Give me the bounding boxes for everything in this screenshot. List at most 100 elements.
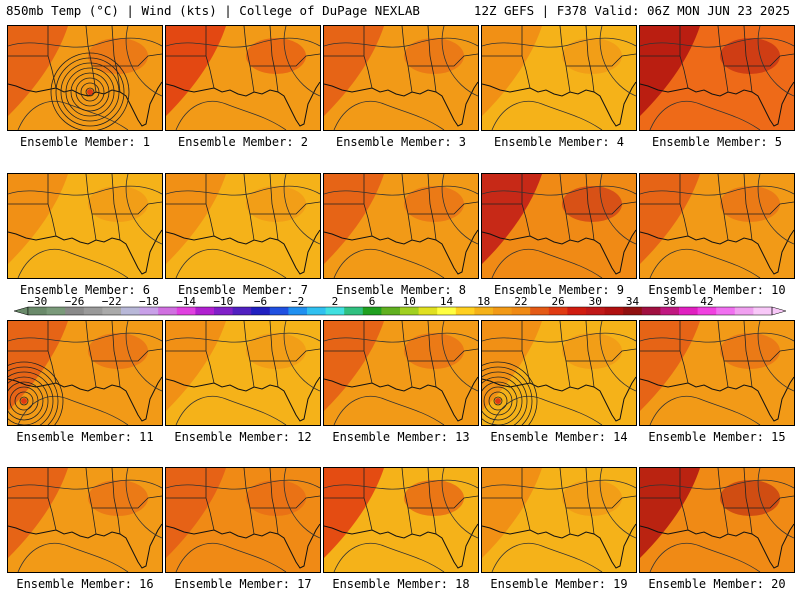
- state-border: [363, 174, 373, 237]
- state-border: [401, 321, 413, 388]
- state-border: [566, 495, 636, 509]
- isobar-contour: [125, 468, 162, 539]
- isobar-contour: [649, 395, 761, 425]
- state-border: [401, 174, 413, 241]
- isobar-contour: [441, 321, 478, 392]
- colorbar-outline: [27, 306, 773, 316]
- colorbar-segment: [641, 307, 661, 315]
- warm-patch: [88, 186, 148, 222]
- state-border: [717, 174, 729, 241]
- isobar-contour: [757, 26, 794, 97]
- warm-anomaly: [166, 321, 226, 411]
- temperature-map-2: [166, 26, 320, 130]
- colorbar-segment: [28, 307, 48, 315]
- isobar-contour: [599, 174, 636, 245]
- colorbar-min-arrow: [13, 306, 29, 316]
- ensemble-member-label: Ensemble Member: 5: [651, 135, 783, 149]
- ensemble-member-label: Ensemble Member: 4: [493, 135, 625, 149]
- isobar-contour: [757, 468, 794, 539]
- colorbar-tick-label: −30: [27, 296, 47, 308]
- warm-patch: [562, 333, 622, 369]
- state-border: [401, 468, 413, 535]
- isobar-contour: [441, 26, 478, 97]
- temperature-map-1: [8, 26, 162, 130]
- colorbar-segment: [46, 307, 66, 315]
- colorbar-tick-label: 6: [369, 296, 376, 308]
- cyclone-contour: [14, 391, 34, 411]
- state-border: [250, 495, 320, 509]
- warm-patch: [404, 480, 464, 516]
- colorbar-segment: [493, 307, 513, 315]
- isobar-contour: [324, 185, 478, 196]
- colorbar-tick-label: 18: [477, 296, 490, 308]
- colorbar-segment: [679, 307, 699, 315]
- colorbar-segment: [83, 307, 103, 315]
- map-title: 850mb Temp (°C) | Wind (kts) | College o…: [6, 3, 420, 18]
- isobar-contour: [599, 321, 636, 392]
- state-border: [408, 53, 478, 67]
- cyclone-contour: [493, 396, 503, 406]
- colorbar-segment: [158, 307, 178, 315]
- colorbar-segment: [697, 307, 717, 315]
- state-border: [85, 174, 97, 241]
- state-border: [363, 468, 373, 531]
- colorbar-segment: [362, 307, 382, 315]
- ensemble-member-label: Ensemble Member: 18: [332, 577, 470, 591]
- isobar-contour: [649, 100, 761, 130]
- colorbar-tick-label: 34: [626, 296, 640, 308]
- state-border: [679, 26, 689, 89]
- state-border: [408, 348, 478, 362]
- warm-patch: [720, 480, 780, 516]
- colorbar-segment: [139, 307, 159, 315]
- colorbar-segment: [474, 307, 494, 315]
- state-border: [85, 321, 97, 388]
- ensemble-member-label: Ensemble Member: 8: [335, 283, 467, 297]
- state-border: [243, 174, 255, 241]
- state-border: [566, 348, 636, 362]
- coastline: [8, 229, 162, 275]
- isobar-contour: [175, 542, 287, 572]
- temperature-colorbar: −30 −26 −22 −18 −14 −10 −6 −2 2 6 10 14 18 22 26 30 34 38…: [13, 296, 787, 316]
- warm-patch: [404, 38, 464, 74]
- isobar-contour: [640, 37, 794, 48]
- ensemble-map-16: [7, 467, 163, 573]
- ensemble-map-18: [323, 467, 479, 573]
- warm-anomaly: [8, 26, 68, 116]
- colorbar-tick-label: 22: [514, 296, 527, 308]
- isobar-contour: [166, 185, 320, 196]
- isobar-contour: [649, 542, 761, 572]
- warm-patch: [88, 38, 148, 74]
- warm-anomaly: [166, 26, 226, 116]
- colorbar-segment: [604, 307, 624, 315]
- coastline: [640, 523, 794, 569]
- ensemble-map-17: [165, 467, 321, 573]
- colorbar-segment: [344, 307, 364, 315]
- coastline: [482, 376, 636, 422]
- isobar-contour: [333, 395, 445, 425]
- warm-patch: [246, 480, 306, 516]
- colorbar-segment: [232, 307, 252, 315]
- state-border: [363, 321, 373, 384]
- cyclone-contour: [75, 77, 105, 107]
- warm-patch: [246, 186, 306, 222]
- isobar-contour: [640, 332, 794, 343]
- coastline: [324, 376, 478, 422]
- isobar-contour: [324, 332, 478, 343]
- ensemble-member-label: Ensemble Member: 6: [19, 283, 151, 297]
- cyclone-contour: [19, 396, 29, 406]
- state-border: [205, 321, 215, 384]
- isobar-contour: [491, 248, 603, 278]
- ensemble-map-19: [481, 467, 637, 573]
- isobar-contour: [324, 479, 478, 490]
- ensemble-map-13: [323, 320, 479, 426]
- isobar-contour: [599, 26, 636, 97]
- coastline: [640, 376, 794, 422]
- ensemble-map-11: [7, 320, 163, 426]
- isobar-contour: [491, 100, 603, 130]
- isobar-contour: [175, 395, 287, 425]
- isobar-contour: [125, 174, 162, 245]
- isobar-contour: [17, 395, 129, 425]
- isobar-contour: [166, 37, 320, 48]
- ensemble-map-5: [639, 25, 795, 131]
- state-border: [401, 26, 413, 93]
